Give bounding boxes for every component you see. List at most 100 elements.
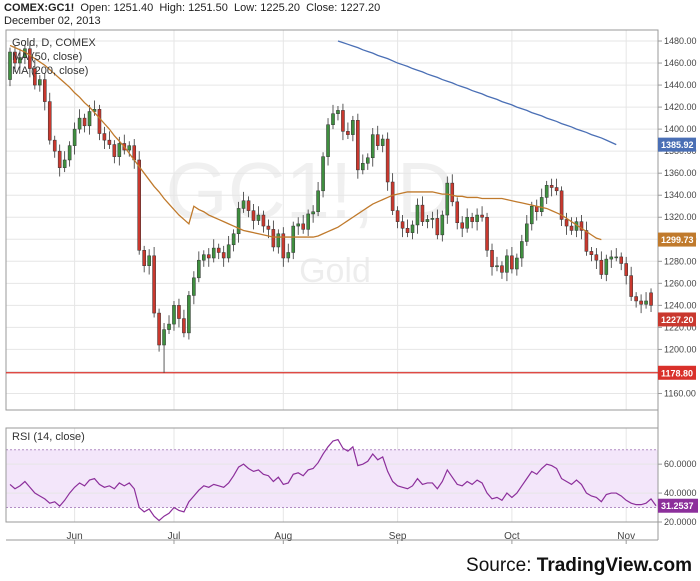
candle-body — [430, 218, 435, 220]
candle-body — [321, 156, 325, 192]
candle-body — [425, 219, 430, 222]
candle-body — [246, 200, 251, 211]
candle-body — [241, 200, 246, 209]
candle-body — [266, 225, 271, 230]
price-tag — [658, 365, 696, 380]
candle-body — [584, 230, 589, 252]
candle-body — [112, 144, 117, 157]
candle-body — [182, 318, 186, 334]
high-value: 1251.50 — [188, 2, 228, 14]
price-tick-label: 1260.00 — [664, 278, 697, 288]
sma200-line — [337, 40, 617, 146]
rsi-tick-label: 20.0000 — [664, 517, 697, 527]
candle-body — [301, 223, 305, 230]
candle-body — [47, 101, 52, 141]
candle-body — [167, 323, 171, 330]
candle-body — [202, 254, 206, 261]
candle-body — [370, 134, 375, 159]
candle-body — [336, 110, 340, 114]
candle-body — [440, 214, 445, 236]
candle-body — [400, 221, 405, 229]
rsi-tick-label: 60.0000 — [664, 459, 697, 469]
candle-body — [18, 57, 22, 64]
candle-body — [57, 150, 62, 168]
time-tick-label: Jun — [67, 531, 83, 542]
candle-body — [420, 204, 425, 222]
candle-body — [187, 295, 191, 334]
candle-body — [231, 233, 236, 246]
price-tag — [658, 137, 696, 152]
candle-body — [594, 254, 599, 261]
close-value: 1227.20 — [340, 2, 381, 14]
candle-body — [455, 201, 460, 224]
time-tick-label: Jul — [168, 531, 181, 542]
close-label: Close: — [306, 2, 338, 14]
candle-body — [291, 225, 296, 253]
candle-body — [510, 255, 514, 270]
candle-body — [609, 256, 614, 260]
candle-body — [544, 185, 549, 198]
candle-body — [450, 182, 455, 203]
sma50-line — [9, 44, 602, 241]
price-tick-label: 1160.00 — [664, 388, 696, 398]
candle-body — [142, 250, 146, 266]
rsi-tick-label: 40.0000 — [664, 488, 697, 498]
price-tick-label: 1420.00 — [664, 102, 697, 112]
candle-body — [549, 185, 554, 188]
candle-body — [515, 257, 519, 270]
price-tag-label: 1385.92 — [661, 140, 694, 150]
candle-body — [495, 265, 499, 268]
candle-body — [619, 256, 624, 264]
candle-body — [604, 258, 609, 275]
candle-body — [361, 163, 365, 171]
source-prefix: Source: — [466, 555, 537, 576]
price-tick-label: 1320.00 — [664, 212, 697, 222]
candle-body — [375, 134, 380, 146]
candle-body — [97, 109, 102, 134]
price-tick-label: 1360.00 — [664, 168, 697, 178]
candle-body — [480, 214, 484, 218]
sma50-legend: MA (50, close) — [12, 51, 82, 63]
candle-body — [226, 244, 231, 259]
candle-body — [286, 252, 291, 259]
price-tag — [658, 232, 696, 247]
price-tick-label: 1440.00 — [664, 80, 697, 90]
price-tick-label: 1460.00 — [664, 58, 697, 68]
low-value: 1225.20 — [260, 2, 301, 14]
candle-body — [326, 124, 330, 157]
candle-body — [192, 277, 196, 296]
open-label: Open: — [80, 2, 111, 14]
candle-body — [8, 51, 12, 80]
candle-body — [197, 259, 201, 279]
candle-body — [525, 223, 529, 242]
candle-body — [415, 204, 420, 226]
candle-body — [445, 182, 450, 216]
price-tag-label: 1299.73 — [661, 235, 694, 245]
candle-body — [206, 254, 211, 259]
candle-body — [460, 222, 464, 229]
candle-body — [569, 225, 574, 231]
candle-body — [33, 68, 37, 86]
candle-body — [271, 229, 276, 248]
candle-body — [38, 79, 42, 86]
candle-body — [649, 292, 653, 306]
candle-body — [62, 159, 67, 168]
price-tag-label: 1227.20 — [661, 315, 694, 325]
candle-body — [256, 214, 261, 221]
main-pane-title: Gold, D, COMEX — [12, 37, 96, 49]
candle-body — [147, 255, 151, 266]
candle-body — [365, 157, 370, 164]
price-tick-label: 1480.00 — [664, 36, 697, 46]
chart-date: December 02, 2013 — [4, 15, 101, 27]
candle-body — [177, 305, 181, 319]
candle-body — [306, 213, 310, 230]
open-value: 1251.40 — [113, 2, 154, 14]
candle-body — [311, 211, 315, 215]
watermark-name: Gold — [299, 252, 371, 290]
candle-body — [316, 190, 320, 212]
rsi-pane-title: RSI (14, close) — [12, 431, 85, 443]
rsi-tag — [658, 498, 698, 513]
candle-body — [485, 216, 489, 251]
candle-body — [172, 305, 176, 325]
